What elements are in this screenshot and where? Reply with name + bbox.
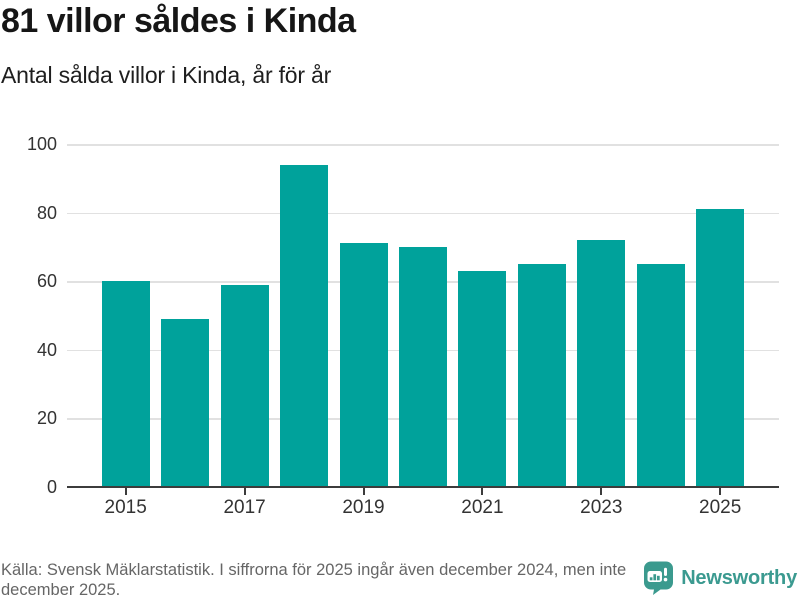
x-tick-2019 — [362, 488, 365, 495]
chart-title: 81 villor såldes i Kinda — [1, 2, 356, 40]
bar-2016 — [161, 318, 210, 487]
source-note: Källa: Svensk Mäklarstatistik. I siffror… — [1, 561, 627, 599]
y-tick-label-40: 40 — [36, 339, 57, 360]
x-tick-label-2023: 2023 — [580, 497, 623, 518]
bar-2015 — [101, 281, 150, 487]
x-tick-label-2017: 2017 — [223, 497, 266, 518]
x-tick-2015 — [124, 488, 127, 495]
bar-2025 — [696, 209, 745, 487]
gridline-80 — [67, 212, 779, 215]
bar-2023 — [577, 240, 626, 487]
bar-2018 — [280, 164, 329, 487]
x-tick-label-2021: 2021 — [461, 497, 504, 518]
y-tick-label-20: 20 — [36, 408, 57, 429]
y-tick-label-100: 100 — [26, 134, 57, 154]
x-tick-label-2019: 2019 — [342, 497, 385, 518]
newsworthy-logo: Newsworthy — [643, 561, 797, 595]
bar-2024 — [636, 264, 685, 487]
x-tick-2021 — [481, 488, 484, 495]
bar-2021 — [458, 270, 507, 487]
x-tick-label-2025: 2025 — [699, 497, 742, 518]
x-tick-2023 — [600, 488, 603, 495]
plot-area — [67, 144, 779, 487]
footer: Källa: Svensk Mäklarstatistik. I siffror… — [0, 558, 800, 600]
y-tick-label-60: 60 — [36, 271, 57, 292]
gridline-100 — [67, 144, 779, 146]
y-tick-label-80: 80 — [36, 202, 57, 223]
bar-chart: 0 20 40 60 80 100 2015 2017 2019 2021 2023 2025 — [26, 134, 779, 518]
bar-2022 — [517, 264, 566, 487]
x-axis-line — [67, 486, 779, 488]
x-tick-2025 — [719, 488, 722, 495]
bar-2019 — [339, 243, 388, 487]
x-tick-2017 — [243, 488, 246, 495]
bar-2017 — [220, 284, 269, 487]
newsworthy-logo-text: Newsworthy — [681, 566, 797, 589]
y-tick-label-0: 0 — [46, 477, 57, 497]
x-tick-label-2015: 2015 — [104, 497, 147, 518]
newsworthy-logo-icon — [644, 561, 674, 595]
chart-subtitle: Antal sålda villor i Kinda, år för år — [1, 62, 332, 88]
bar-2020 — [398, 246, 447, 487]
